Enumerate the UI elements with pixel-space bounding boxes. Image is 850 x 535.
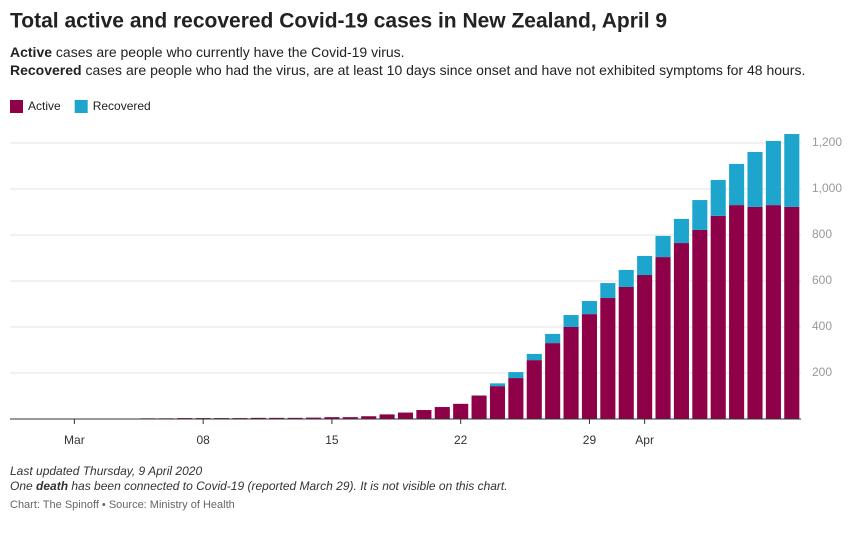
bar-segment	[655, 236, 670, 257]
bar-segment	[527, 354, 542, 360]
bar-segment	[380, 414, 395, 419]
y-tick-label: 600	[812, 273, 832, 287]
subtitle-line: Recovered cases are people who had the v…	[10, 62, 805, 78]
bar-segment	[472, 396, 487, 419]
bar-segment	[711, 180, 726, 216]
bar-segment	[545, 334, 560, 343]
bar-segment	[674, 243, 689, 419]
bar-segment	[711, 216, 726, 419]
subtitle-text: cases are people who currently have the …	[52, 44, 405, 60]
legend-label: Recovered	[93, 99, 151, 113]
bar-segment	[692, 200, 707, 230]
note-part: One	[10, 479, 36, 493]
x-tick-label: 15	[325, 433, 339, 447]
bar-segment	[435, 407, 450, 419]
note: One death has been connected to Covid-19…	[10, 479, 508, 493]
note: Last updated Thursday, 9 April 2020	[10, 464, 202, 478]
x-tick-label: 08	[196, 433, 210, 447]
legend-label: Active	[28, 99, 61, 113]
bar-segment	[747, 207, 762, 419]
y-tick-label: 800	[812, 227, 832, 241]
legend-swatch	[10, 100, 23, 113]
subtitle-line: Active cases are people who currently ha…	[10, 44, 405, 60]
bar-segment	[692, 230, 707, 419]
subtitle-text: cases are people who had the virus, are …	[82, 62, 806, 78]
note-part: death	[36, 479, 68, 493]
bar-segment	[508, 372, 523, 378]
bar-segment	[637, 275, 652, 419]
chart-title: Total active and recovered Covid-19 case…	[10, 10, 667, 33]
bar-segment	[545, 343, 560, 419]
bar-segment	[729, 164, 744, 205]
x-tick-label: 29	[583, 433, 597, 447]
bar-segment	[582, 301, 597, 314]
y-tick-label: 1,000	[812, 181, 842, 195]
bar-segment	[508, 378, 523, 419]
bar-segment	[674, 219, 689, 243]
bar-segment	[416, 410, 431, 419]
x-tick-label: Apr	[635, 433, 654, 447]
bar-segment	[564, 327, 579, 419]
bar-segment	[564, 315, 579, 327]
x-tick-label: 22	[454, 433, 468, 447]
bar-segment	[490, 383, 505, 386]
note-part: has been connected to Covid-19 (reported…	[68, 479, 508, 493]
bar-segment	[784, 134, 799, 207]
bar-segment	[766, 205, 781, 419]
bar-segment	[766, 141, 781, 205]
bar-segment	[490, 386, 505, 419]
bar-segment	[600, 283, 615, 298]
y-tick-label: 200	[812, 365, 832, 379]
subtitle-bold: Active	[10, 44, 52, 60]
plot: Active Recovered 200 400 600 800 1,000 1,200 Mar…	[10, 99, 842, 447]
legend-swatch	[75, 100, 88, 113]
bar-segment	[527, 360, 542, 419]
bar-segment	[784, 207, 799, 419]
y-tick-label: 1,200	[812, 135, 842, 149]
bar-segment	[729, 205, 744, 419]
bar-segment	[398, 413, 413, 419]
source: Chart: The Spinoff • Source: Ministry of…	[10, 499, 235, 511]
x-tick-label: Mar	[64, 433, 85, 447]
bar-segment	[600, 298, 615, 419]
bar-segment	[619, 270, 634, 287]
subtitle-bold: Recovered	[10, 62, 82, 78]
bar-segment	[747, 152, 762, 207]
y-tick-label: 400	[812, 319, 832, 333]
bar-segment	[582, 314, 597, 419]
bar-segment	[619, 287, 634, 419]
bar-segment	[453, 404, 468, 419]
bar-segment	[655, 257, 670, 419]
bar-segment	[637, 256, 652, 275]
